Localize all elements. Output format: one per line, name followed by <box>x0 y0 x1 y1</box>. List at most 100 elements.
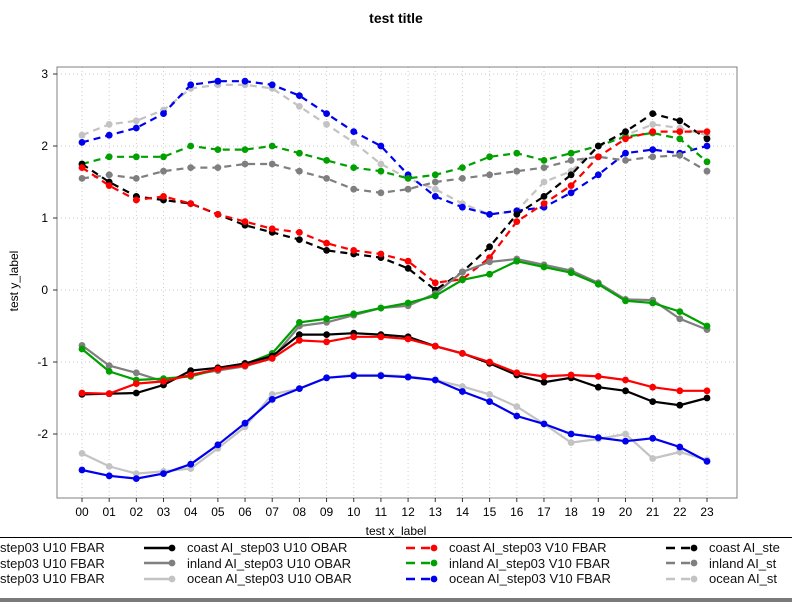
legend-label: step03 U10 FBAR <box>0 555 105 571</box>
series-ocean-u10-obar <box>78 371 711 477</box>
data-point <box>268 355 276 362</box>
data-point <box>187 371 195 379</box>
data-point <box>78 345 86 353</box>
series-line <box>81 83 708 216</box>
data-point <box>676 117 684 125</box>
data-point <box>241 218 249 226</box>
data-point <box>513 369 521 377</box>
x-tick-label: 11 <box>375 505 388 519</box>
data-point <box>459 268 466 276</box>
data-point <box>459 203 466 211</box>
series-line <box>81 335 707 395</box>
legend-entry: step03 U10 FBAR <box>0 556 130 572</box>
series-inland-u10-fbar <box>78 257 711 384</box>
legend-label: inland AI_step03 V10 FBAR <box>449 555 611 571</box>
x-tick-label: 13 <box>429 505 443 519</box>
data-point <box>703 322 711 330</box>
data-point <box>431 292 439 300</box>
data-point <box>622 430 629 438</box>
legend-line-sample-icon <box>406 575 438 583</box>
data-point <box>350 310 358 318</box>
data-point <box>676 315 684 323</box>
legend-column: step03 U10 FBAR step03 U10 FBAR step03 U10… <box>0 540 130 587</box>
legend-label: coast AI_ste <box>709 540 780 556</box>
data-point <box>703 158 711 166</box>
x-tick-label: 06 <box>238 505 252 519</box>
x-tick-label: 07 <box>266 505 280 519</box>
y-axis-title: test y_label <box>7 250 21 312</box>
data-point <box>296 319 303 326</box>
x-tick-label: 16 <box>510 505 524 519</box>
data-point <box>649 110 657 117</box>
data-point <box>105 463 113 470</box>
data-point <box>323 374 330 382</box>
data-point <box>296 236 303 244</box>
x-tick-label: 12 <box>401 505 415 519</box>
data-point <box>513 218 521 226</box>
data-point <box>404 335 412 343</box>
data-point <box>160 470 167 477</box>
data-point <box>187 81 195 89</box>
data-point <box>567 149 575 157</box>
data-point <box>567 189 575 197</box>
data-point <box>296 92 303 99</box>
data-point <box>540 200 548 208</box>
legend-top-rule <box>0 537 792 538</box>
data-point <box>622 297 629 305</box>
data-point <box>105 153 113 161</box>
data-point <box>594 142 602 150</box>
chart-legend: step03 U10 FBAR step03 U10 FBAR step03 U10… <box>0 540 792 596</box>
data-point <box>323 247 330 254</box>
x-tick-label: 09 <box>320 505 334 519</box>
data-point <box>296 103 303 110</box>
data-point <box>459 383 466 390</box>
series-line <box>81 130 707 284</box>
data-point <box>105 368 113 375</box>
x-tick-label: 02 <box>130 505 144 519</box>
data-point <box>377 372 385 380</box>
plot-border <box>56 66 738 499</box>
data-point <box>214 77 222 85</box>
data-point <box>486 211 493 218</box>
x-tick-label: 05 <box>211 505 225 519</box>
data-point <box>350 164 358 172</box>
data-point <box>459 388 466 395</box>
legend-entry: inland AI_step03 V10 FBAR <box>405 556 655 572</box>
data-point <box>241 160 249 168</box>
legend-entry: ocean AI_step03 U10 OBAR <box>143 571 393 587</box>
data-point <box>132 175 140 182</box>
data-point <box>160 167 167 175</box>
legend-entry: inland AI_step03 U10 OBAR <box>143 556 393 572</box>
data-point <box>404 265 412 272</box>
data-point <box>105 171 113 179</box>
data-point <box>567 182 575 190</box>
data-point <box>296 167 303 175</box>
series-line <box>81 154 708 194</box>
data-point <box>132 369 140 377</box>
legend-entry: ocean AI_step03 V10 FBAR <box>405 571 655 587</box>
data-point <box>486 171 493 179</box>
legend-line-sample-icon <box>666 575 698 583</box>
data-point <box>214 164 222 172</box>
x-tick-label: 03 <box>157 505 171 519</box>
legend-bottom-rule <box>0 598 792 602</box>
data-point <box>214 146 222 154</box>
data-point <box>649 398 657 405</box>
data-point <box>431 193 439 200</box>
x-tick-label: 20 <box>619 505 633 519</box>
data-point <box>486 258 493 266</box>
data-point <box>132 389 140 397</box>
data-point <box>431 171 439 179</box>
data-point <box>350 372 358 380</box>
x-tick-label: 01 <box>102 505 116 519</box>
data-point <box>404 175 412 182</box>
data-point <box>323 175 330 182</box>
data-point <box>132 196 140 204</box>
data-point <box>486 391 493 398</box>
data-point <box>268 81 276 89</box>
legend-entry: coast AI_step03 U10 OBAR <box>143 540 393 556</box>
data-point <box>105 121 113 128</box>
legend-label: step03 U10 FBAR <box>0 571 105 587</box>
x-tick-label: 22 <box>673 505 687 519</box>
data-point <box>241 146 249 154</box>
